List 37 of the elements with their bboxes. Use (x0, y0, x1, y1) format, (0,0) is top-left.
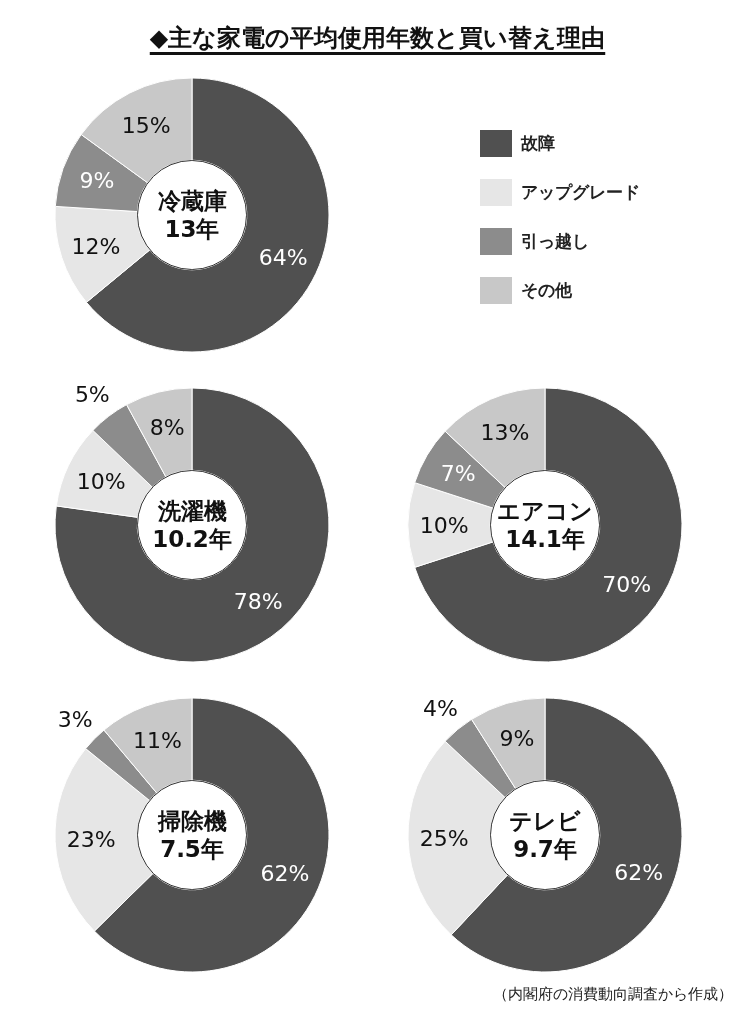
legend-label: アップグレード (521, 181, 640, 204)
data-label: 7% (440, 461, 476, 487)
text: （内閣府の消費動向調査から作成） (493, 985, 733, 1004)
legend-label: 引っ越し (521, 230, 589, 253)
data-label: 62% (260, 861, 310, 887)
data-label: 64% (258, 245, 308, 271)
legend-label: その他 (521, 279, 572, 302)
data-label: 10% (419, 512, 469, 538)
donut-slice (54, 387, 330, 663)
data-label: 4% (423, 696, 458, 722)
data-label: 12% (71, 233, 121, 259)
data-label: 11% (133, 727, 182, 753)
data-label: 78% (233, 588, 283, 614)
data-label: 5% (74, 382, 110, 408)
data-label: 13% (480, 419, 530, 445)
data-label: 25% (419, 825, 469, 851)
data-label: 9% (499, 725, 535, 751)
data-label: 70% (602, 571, 652, 597)
text: エアコン (497, 497, 593, 525)
legend-label: 故障 (521, 132, 555, 155)
text: ◆主な家電の平均使用年数と買い替え理由 (149, 23, 606, 54)
text: 冷蔵庫 (157, 187, 227, 215)
text: テレビ (509, 807, 581, 835)
text: 10.2年 (152, 525, 232, 553)
data-label: 15% (121, 112, 171, 138)
text: 9.7年 (513, 835, 577, 863)
text: 13年 (164, 215, 220, 243)
data-label: 3% (57, 707, 93, 733)
data-label: 9% (79, 168, 115, 194)
data-label: 62% (614, 859, 664, 885)
text: 掃除機 (157, 807, 227, 835)
text: 7.5年 (160, 835, 224, 863)
data-label: 8% (149, 414, 185, 440)
data-label: 23% (66, 827, 116, 853)
text: 14.1年 (505, 525, 585, 553)
text: 洗濯機 (157, 497, 227, 525)
data-label: 10% (76, 468, 126, 494)
